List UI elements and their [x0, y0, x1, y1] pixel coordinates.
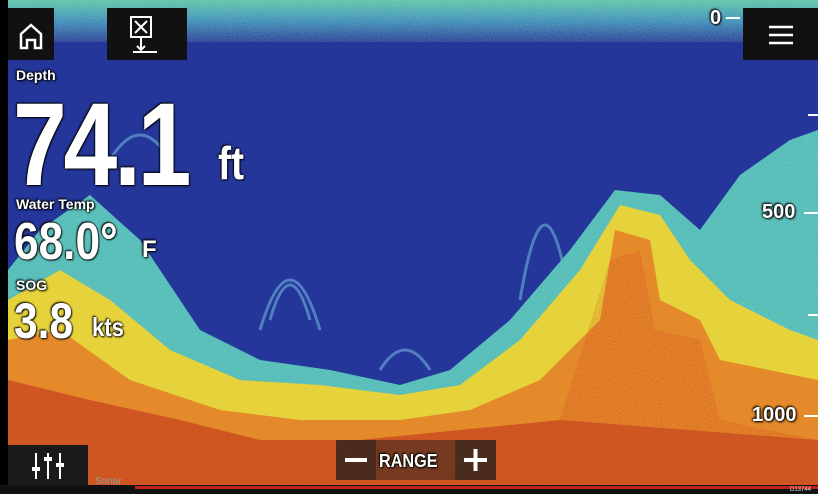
water-temp-unit: F	[142, 236, 157, 263]
plus-icon	[464, 449, 487, 471]
left-edge	[0, 0, 8, 494]
menu-icon	[769, 25, 793, 45]
home-button[interactable]	[8, 8, 54, 60]
water-temp-label: Water Temp	[16, 196, 95, 212]
tab-label[interactable]: Sonar	[95, 476, 122, 487]
minus-icon	[345, 458, 367, 462]
scale-ticks	[726, 17, 818, 417]
sog-label: SOG	[16, 277, 48, 293]
settings-button[interactable]	[8, 445, 88, 485]
bottom-line	[135, 486, 818, 489]
waypoint-icon	[130, 16, 157, 53]
bottom-deep	[8, 380, 818, 494]
settings-icon	[32, 453, 64, 479]
depth-unit: ft	[218, 137, 245, 189]
range-label: RANGE	[379, 451, 438, 471]
scale-label: 0	[710, 7, 722, 29]
home-icon	[19, 23, 43, 50]
sog-unit: kts	[92, 312, 124, 342]
scale-label: 500	[762, 201, 796, 223]
bottom-bar	[0, 485, 818, 494]
menu-button[interactable]	[743, 8, 818, 60]
waypoint-button[interactable]	[107, 8, 187, 60]
image-id: D13744	[790, 487, 812, 493]
scale-label: 1000	[752, 404, 797, 426]
range-box: RANGE	[376, 440, 455, 480]
depth-value: 74.1	[13, 79, 191, 211]
range-plus-button[interactable]	[455, 440, 496, 480]
water-temp-value: 68.0°	[14, 213, 118, 271]
range-minus-button[interactable]	[336, 440, 376, 480]
sog-value: 3.8	[14, 293, 74, 349]
depth-label: Depth	[16, 67, 56, 83]
